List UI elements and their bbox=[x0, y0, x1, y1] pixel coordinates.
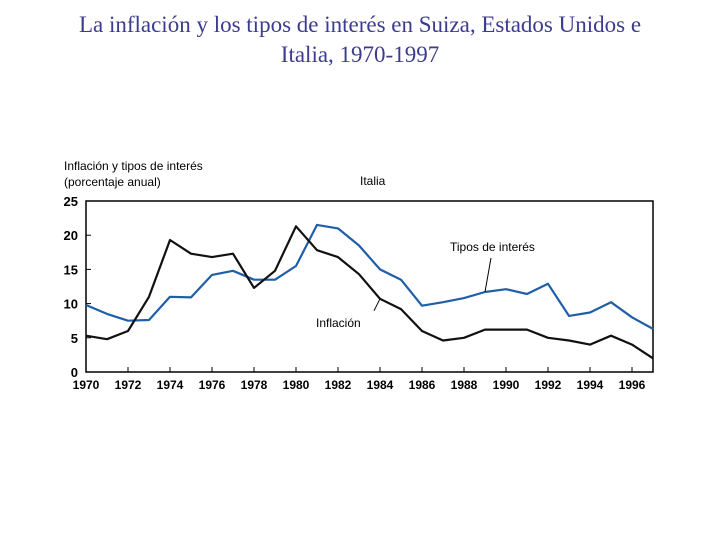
x-tick-label: 1972 bbox=[115, 378, 142, 392]
title-line-1: La inflación y los tipos de interés en S… bbox=[78, 12, 642, 37]
x-tick-label: 1984 bbox=[367, 378, 394, 392]
y-tick-label: 10 bbox=[64, 297, 78, 312]
x-tick-label: 1996 bbox=[619, 378, 646, 392]
x-tick-label: 1982 bbox=[325, 378, 352, 392]
chart-subtitle: Italia bbox=[360, 174, 386, 188]
x-tick-label: 1986 bbox=[409, 378, 436, 392]
page-title: La inflación y los tipos de interés en S… bbox=[40, 10, 680, 70]
series-line-tipos-de-interes bbox=[85, 223, 654, 330]
y-axis-label-line-1: Inflación y tipos de interés bbox=[64, 159, 203, 173]
x-tick-label: 1974 bbox=[157, 378, 184, 392]
annotation-leader-inflacion bbox=[373, 298, 381, 312]
x-tick-label: 1990 bbox=[493, 378, 520, 392]
y-tick-label: 5 bbox=[71, 331, 78, 346]
series-line-inflacion bbox=[85, 225, 654, 360]
y-tick-label: 0 bbox=[71, 365, 78, 380]
x-tick-label: 1994 bbox=[577, 378, 604, 392]
x-tick-label: 1976 bbox=[199, 378, 226, 392]
annotation-inflacion: Inflación bbox=[316, 316, 361, 330]
plot-frame bbox=[85, 200, 654, 373]
annotation-leader-tipos-de-interes bbox=[484, 257, 492, 293]
y-tick-label: 20 bbox=[64, 228, 78, 243]
annotation-tipos-de-interes: Tipos de interés bbox=[450, 240, 535, 254]
x-tick-label: 1992 bbox=[535, 378, 562, 392]
y-axis-label-line-2: (porcentaje anual) bbox=[64, 175, 161, 189]
x-tick-label: 1988 bbox=[451, 378, 478, 392]
x-tick-label: 1970 bbox=[73, 378, 100, 392]
y-tick-label: 15 bbox=[64, 262, 78, 277]
y-tick-label: 25 bbox=[64, 194, 78, 209]
title-line-2: Italia, 1970-1997 bbox=[280, 42, 440, 67]
x-tick-label: 1980 bbox=[283, 378, 310, 392]
x-tick-label: 1978 bbox=[241, 378, 268, 392]
